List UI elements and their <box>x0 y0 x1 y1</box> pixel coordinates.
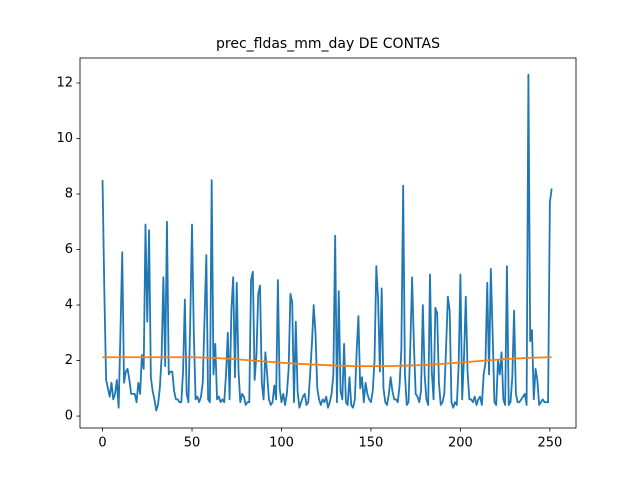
y-tick-label: 0 <box>65 409 73 424</box>
x-tick-label: 150 <box>359 436 384 451</box>
x-tick-label: 250 <box>537 436 562 451</box>
chart-title: prec_fldas_mm_day DE CONTAS <box>216 36 440 52</box>
plot-frame <box>79 57 577 429</box>
x-tick-label: 50 <box>184 436 201 451</box>
y-tick-label: 8 <box>65 187 73 202</box>
x-tick-label: 0 <box>98 436 106 451</box>
y-tick-label: 12 <box>56 75 73 90</box>
data-line <box>101 73 553 412</box>
x-tick-label: 200 <box>448 436 473 451</box>
y-tick-label: 4 <box>65 298 73 313</box>
y-tick-label: 2 <box>65 353 73 368</box>
x-tick-label: 100 <box>269 436 294 451</box>
y-tick-label: 6 <box>65 242 73 257</box>
data-line <box>102 356 552 367</box>
y-tick-label: 10 <box>56 131 73 146</box>
